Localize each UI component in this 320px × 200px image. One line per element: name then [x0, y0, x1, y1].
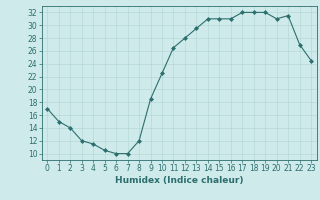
X-axis label: Humidex (Indice chaleur): Humidex (Indice chaleur) — [115, 176, 244, 185]
